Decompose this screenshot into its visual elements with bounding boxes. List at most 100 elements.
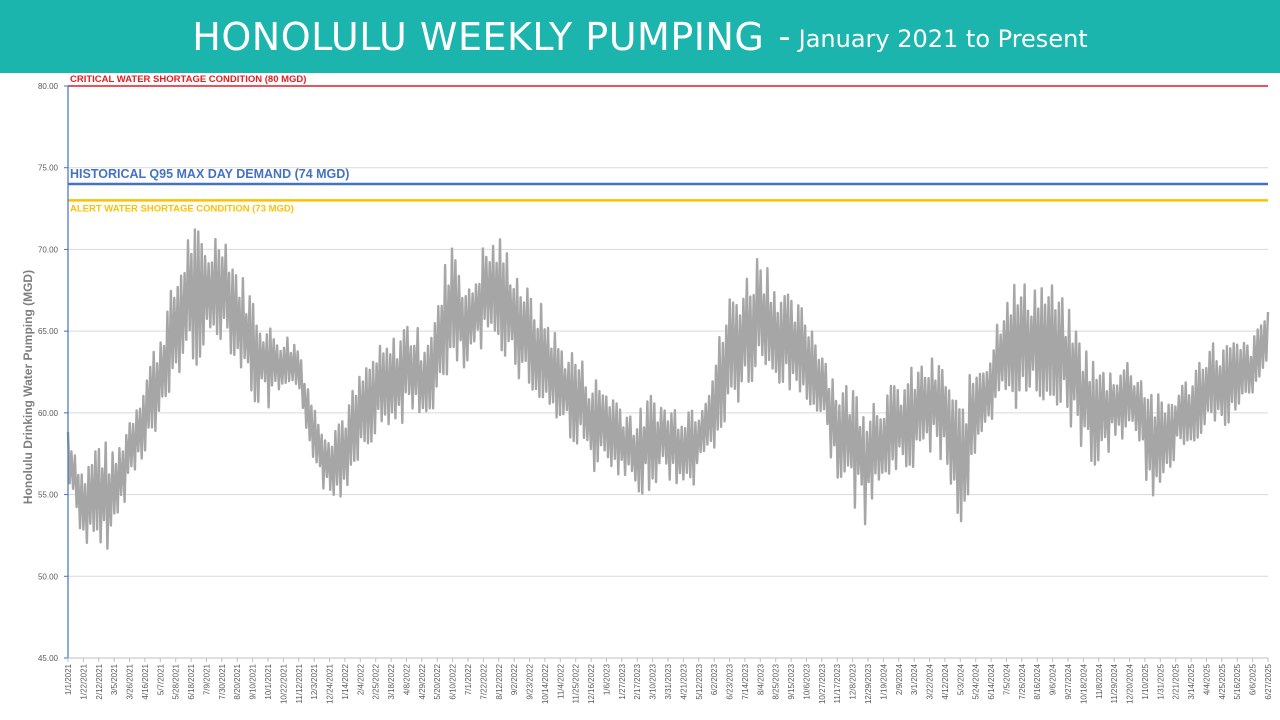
y-axis-label-text: Honolulu Drinking Water Pumping (MGD) <box>21 269 35 505</box>
x-tick-label: 12/29/2023 <box>864 663 873 704</box>
title-banner <box>0 0 1280 73</box>
page-title: HONOLULU WEEKLY PUMPING - January 2021 t… <box>0 0 1280 73</box>
x-tick-label: 11/17/2023 <box>833 663 842 703</box>
x-tick-label: 3/18/2022 <box>387 663 396 699</box>
x-tick-label: 8/25/2023 <box>772 663 781 699</box>
x-tick-label: 2/25/2022 <box>372 663 381 699</box>
pumping-series <box>66 228 1270 550</box>
y-tick-label: 60.00 <box>38 409 59 418</box>
x-tick-label: 8/12/2022 <box>495 663 504 699</box>
x-tick-label: 1/19/2024 <box>879 663 888 699</box>
x-tick-label: 6/18/2021 <box>187 663 196 699</box>
x-tick-label: 12/20/2024 <box>1126 663 1135 704</box>
title-separator: - <box>778 16 791 57</box>
x-tick-label: 11/12/2021 <box>295 663 304 703</box>
x-tick-label: 7/1/2022 <box>464 663 473 695</box>
pumping-series-line <box>66 228 1270 550</box>
x-tick-label: 8/4/2023 <box>756 663 765 695</box>
x-tick-label: 6/23/2023 <box>726 663 735 699</box>
x-tick-label: 6/10/2022 <box>449 663 458 699</box>
y-tick-label: 55.00 <box>38 491 59 500</box>
x-tick-label: 7/9/2021 <box>202 663 211 695</box>
x-tick-label: 10/27/2023 <box>818 663 827 704</box>
x-tick-label: 12/3/2021 <box>310 663 319 699</box>
x-tick-label: 3/5/2021 <box>110 663 119 695</box>
x-tick-label: 4/12/2024 <box>941 663 950 699</box>
x-tick-label: 8/16/2024 <box>1033 663 1042 699</box>
x-tick-label: 7/5/2024 <box>1002 663 1011 695</box>
title-main: HONOLULU WEEKLY PUMPING <box>192 14 765 59</box>
x-tick-label: 11/25/2022 <box>572 663 581 703</box>
x-tick-label: 2/21/2025 <box>1172 663 1181 699</box>
reference-line-label: ALERT WATER SHORTAGE CONDITION (73 MGD) <box>70 203 294 214</box>
x-tick-label: 5/12/2023 <box>695 663 704 699</box>
x-tick-label: 2/12/2021 <box>95 663 104 699</box>
x-tick-label: 5/24/2024 <box>972 663 981 699</box>
y-tick-label: 80.00 <box>38 82 59 91</box>
x-tick-label: 3/26/2021 <box>126 663 135 699</box>
x-tick-label: 3/31/2023 <box>664 663 673 699</box>
x-tick-label: 1/1/2021 <box>64 663 73 695</box>
axes <box>64 85 1269 662</box>
x-tick-label: 1/22/2021 <box>79 663 88 699</box>
reference-lines: CRITICAL WATER SHORTAGE CONDITION (80 MG… <box>68 74 1268 214</box>
title-subtitle: January 2021 to Present <box>798 24 1088 53</box>
x-tick-label: 2/9/2024 <box>895 663 904 695</box>
x-tick-label: 7/26/2024 <box>1018 663 1027 699</box>
x-tick-labels: 1/1/2021 1/22/2021 2/12/2021 3/5/2021 3/26/2… <box>64 663 1273 704</box>
x-tick-label: 6/2/2023 <box>710 663 719 695</box>
pumping-chart: CRITICAL WATER SHORTAGE CONDITION (80 MG… <box>38 74 1273 704</box>
x-tick-label: 5/16/2025 <box>1233 663 1242 699</box>
y-axis-label: Honolulu Drinking Water Pumping (MGD) <box>13 270 43 504</box>
x-tick-label: 3/1/2024 <box>910 663 919 695</box>
x-tick-label: 4/25/2025 <box>1218 663 1227 699</box>
x-tick-label: 10/14/2022 <box>541 663 550 704</box>
y-tick-label: 75.00 <box>38 164 59 173</box>
x-tick-label: 1/27/2023 <box>618 663 627 699</box>
x-tick-label: 5/3/2024 <box>956 663 965 695</box>
x-tick-label: 12/8/2023 <box>849 663 858 699</box>
reference-line-label: CRITICAL WATER SHORTAGE CONDITION (80 MG… <box>70 74 306 85</box>
x-tick-label: 9/15/2023 <box>787 663 796 699</box>
x-tick-label: 8/20/2021 <box>233 663 242 699</box>
x-tick-label: 9/10/2021 <box>249 663 258 699</box>
x-tick-label: 1/6/2023 <box>602 663 611 695</box>
x-tick-label: 9/2/2022 <box>510 663 519 695</box>
y-tick-label: 45.00 <box>38 654 59 663</box>
x-tick-label: 4/21/2023 <box>679 663 688 699</box>
x-tick-label: 5/20/2022 <box>433 663 442 699</box>
x-tick-label: 10/1/2021 <box>264 663 273 699</box>
x-tick-label: 2/17/2023 <box>633 663 642 699</box>
x-tick-label: 10/18/2024 <box>1079 663 1088 704</box>
x-tick-label: 7/22/2022 <box>479 663 488 699</box>
x-tick-label: 6/27/2025 <box>1264 663 1273 699</box>
x-tick-label: 11/8/2024 <box>1095 663 1104 699</box>
x-tick-label: 1/14/2022 <box>341 663 350 699</box>
x-tick-label: 2/4/2022 <box>356 663 365 695</box>
x-tick-label: 6/14/2024 <box>987 663 996 699</box>
x-tick-label: 1/10/2025 <box>1141 663 1150 699</box>
x-tick-label: 3/14/2025 <box>1187 663 1196 699</box>
x-tick-label: 9/27/2024 <box>1064 663 1073 699</box>
x-tick-label: 12/16/2022 <box>587 663 596 704</box>
x-tick-label: 11/4/2022 <box>556 663 565 699</box>
y-tick-label: 70.00 <box>38 245 59 254</box>
x-tick-label: 4/4/2025 <box>1202 663 1211 695</box>
y-tick-label: 65.00 <box>38 327 59 336</box>
reference-line-label: HISTORICAL Q95 MAX DAY DEMAND (74 MGD) <box>70 167 349 181</box>
x-tick-label: 9/6/2024 <box>1049 663 1058 695</box>
x-tick-label: 3/10/2023 <box>649 663 658 699</box>
x-tick-label: 3/22/2024 <box>926 663 935 699</box>
x-tick-label: 5/7/2021 <box>156 663 165 695</box>
x-tick-label: 4/8/2022 <box>402 663 411 695</box>
x-tick-label: 10/6/2023 <box>802 663 811 699</box>
x-tick-label: 12/24/2021 <box>326 663 335 704</box>
x-tick-label: 10/22/2021 <box>279 663 288 704</box>
y-tick-label: 50.00 <box>38 572 59 581</box>
x-tick-label: 11/29/2024 <box>1110 663 1119 703</box>
x-tick-label: 1/31/2025 <box>1156 663 1165 699</box>
x-tick-label: 7/30/2021 <box>218 663 227 699</box>
y-tick-labels: 45.00 50.00 55.00 60.00 65.00 70.00 75.00 80.00 <box>38 82 59 663</box>
x-tick-label: 7/14/2023 <box>741 663 750 699</box>
x-tick-label: 4/16/2021 <box>141 663 150 699</box>
